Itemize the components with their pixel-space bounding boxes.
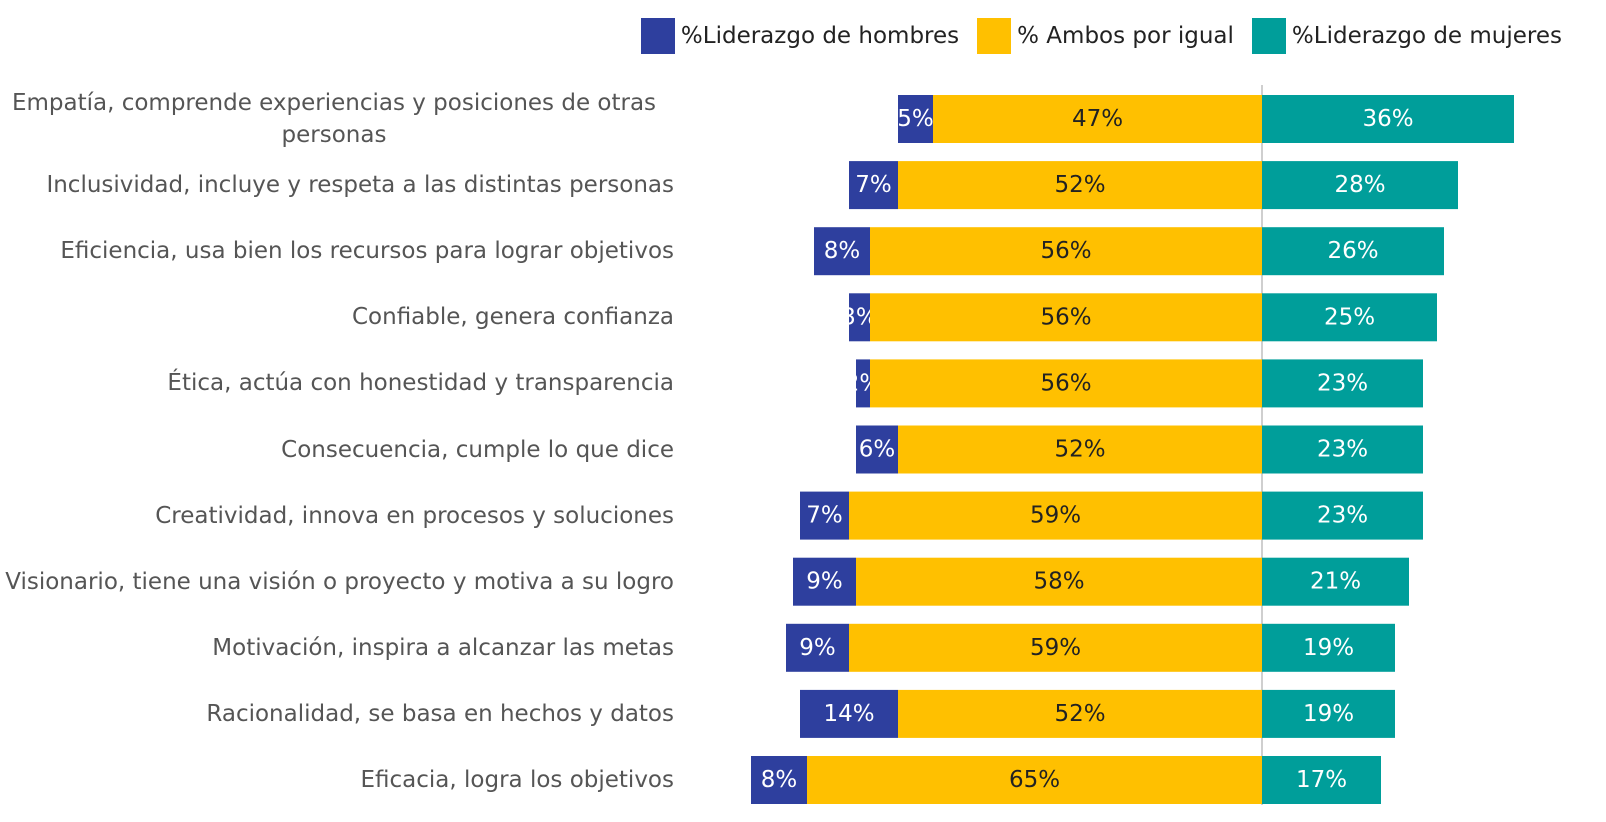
bar-segment xyxy=(1262,557,1409,606)
legend-item: %Liderazgo de hombres xyxy=(640,18,960,54)
category-label: Racionalidad, se basa en hechos y datos xyxy=(206,700,674,727)
data-label: 23% xyxy=(1317,503,1368,529)
legend-label: % Ambos por igual xyxy=(1017,23,1234,49)
bar-segment xyxy=(933,95,1262,143)
legend-swatch xyxy=(640,18,675,54)
category-label: Eficacia, logra los objetivos xyxy=(360,767,674,793)
legend-item: %Liderazgo de mujeres xyxy=(1251,18,1562,54)
bar-segment xyxy=(1262,227,1444,276)
legend-item: % Ambos por igual xyxy=(977,18,1234,54)
category-label: Creatividad, innova en procesos y soluci… xyxy=(155,502,674,529)
data-label: 56% xyxy=(1040,370,1091,396)
data-label: 59% xyxy=(1030,635,1081,661)
category-label: Motivación, inspira a alcanzar las metas xyxy=(212,634,674,661)
bar-segment xyxy=(814,227,870,276)
bar-segment xyxy=(800,689,898,738)
legend-label: %Liderazgo de hombres xyxy=(680,23,960,49)
bar-segment xyxy=(1262,95,1514,143)
bar-segment xyxy=(1262,359,1423,408)
data-label: 21% xyxy=(1310,569,1361,595)
data-label: 23% xyxy=(1317,370,1368,396)
category-label: Eficiencia, usa bien los recursos para l… xyxy=(60,238,674,265)
category-label: Consecuencia, cumple lo que dice xyxy=(281,436,674,463)
data-label: 17% xyxy=(1296,767,1347,793)
bar-segment xyxy=(849,293,870,342)
bar-segment xyxy=(870,227,1262,276)
data-label: 59% xyxy=(1030,503,1081,529)
bar-segment xyxy=(1262,689,1395,738)
data-label: 23% xyxy=(1317,437,1368,463)
bar-segment xyxy=(849,491,1262,540)
bar-segment xyxy=(870,359,1262,408)
bar-segment xyxy=(1262,425,1423,474)
data-label: 52% xyxy=(1054,701,1105,727)
category-label: Visionario, tiene una visión o proyecto … xyxy=(5,568,674,595)
category-label: Confiable, genera confianza xyxy=(351,304,674,331)
bar-segment xyxy=(898,425,1262,474)
legend-label: %Liderazgo de mujeres xyxy=(1291,23,1562,49)
bar-segment xyxy=(856,425,898,474)
legend-swatch xyxy=(977,18,1012,54)
category-label: Ética, actúa con honestidad y transparen… xyxy=(167,370,674,397)
bar-segment xyxy=(849,623,1262,672)
bar-segment xyxy=(800,491,849,540)
bar-segment xyxy=(1262,491,1423,540)
bar-segment xyxy=(1262,161,1458,210)
data-label: 58% xyxy=(1033,569,1084,595)
data-label: 6% xyxy=(859,437,896,463)
data-label: 9% xyxy=(799,635,836,661)
data-label: 19% xyxy=(1303,635,1354,661)
data-label: 7% xyxy=(855,172,892,198)
bar-segment xyxy=(793,557,856,606)
category-label: Inclusividad, incluye y respeta a las di… xyxy=(46,172,674,199)
data-label: 9% xyxy=(806,569,843,595)
data-label: 47% xyxy=(1072,106,1123,132)
data-label: 14% xyxy=(823,701,874,727)
bar-segment xyxy=(1262,756,1381,804)
data-label: 7% xyxy=(806,503,843,529)
data-label: 56% xyxy=(1040,304,1091,330)
bar-segment xyxy=(849,161,898,210)
data-label: 19% xyxy=(1303,701,1354,727)
data-label: 8% xyxy=(824,238,861,264)
bar-segment xyxy=(1262,623,1395,672)
legend: %Liderazgo de hombres % Ambos por igual %L… xyxy=(640,18,1562,54)
bar-segment xyxy=(807,756,1262,804)
bar-segment xyxy=(856,359,870,408)
data-label: 26% xyxy=(1327,238,1378,264)
data-label: 65% xyxy=(1009,767,1060,793)
bar-segment xyxy=(786,623,849,672)
data-label: 36% xyxy=(1362,106,1413,132)
bar-segment xyxy=(898,95,933,143)
category-label: Empatía, comprende experiencias y posici… xyxy=(11,90,657,148)
legend-swatch xyxy=(1251,18,1286,54)
data-label: 25% xyxy=(1324,304,1375,330)
data-label: 28% xyxy=(1334,172,1385,198)
bar-segment xyxy=(870,293,1262,342)
data-label: 8% xyxy=(761,767,798,793)
bar-segment xyxy=(751,756,807,804)
bar-segment xyxy=(1262,293,1437,342)
data-label: 52% xyxy=(1054,172,1105,198)
data-label: 52% xyxy=(1054,437,1105,463)
data-label: 5% xyxy=(897,106,934,132)
bar-segment xyxy=(898,161,1262,210)
bar-segment xyxy=(898,689,1262,738)
data-label: 56% xyxy=(1040,238,1091,264)
bar-segment xyxy=(856,557,1262,606)
